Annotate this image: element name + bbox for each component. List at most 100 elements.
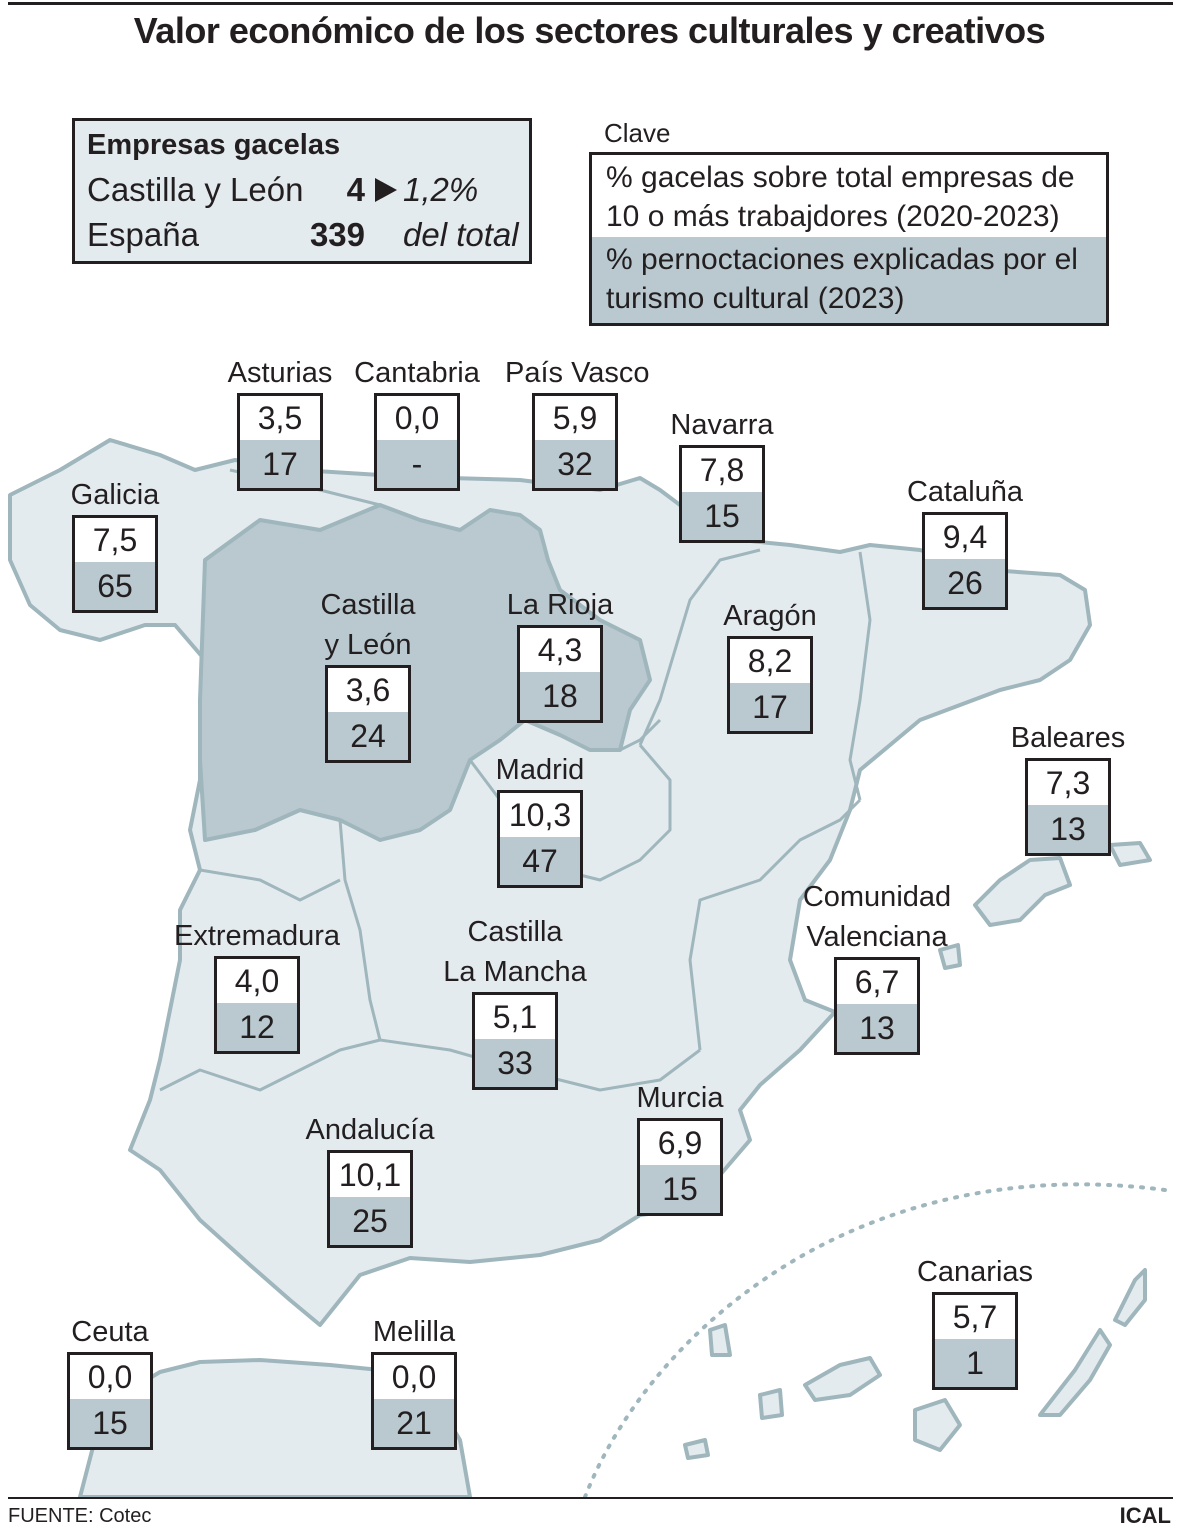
region-melilla: Melilla 0,0 21 <box>344 1312 484 1455</box>
region-value-box: 3,6 24 <box>325 665 411 763</box>
region-name-line-2: Valenciana <box>806 921 948 953</box>
region-value-box: 7,3 13 <box>1025 758 1111 856</box>
region-value-box: 4,0 12 <box>214 956 300 1054</box>
gacelas-value: 4,3 <box>520 628 600 672</box>
gacelas-value: 6,7 <box>837 960 917 1004</box>
key-turismo-line-1: % pernoctaciones explicadas por el <box>606 243 1078 276</box>
region-value-box: 5,7 1 <box>932 1292 1018 1390</box>
region-name: Madrid <box>495 754 585 786</box>
gacelas-value: 4,0 <box>217 959 297 1003</box>
gacelas-value: 0,0 <box>374 1355 454 1399</box>
el-hierro-island <box>683 1438 710 1460</box>
turismo-value: 13 <box>1028 805 1108 853</box>
region-madrid: Madrid 10,3 47 <box>470 750 610 893</box>
region-name-line-2: y León <box>324 629 412 661</box>
gacelas-value: 0,0 <box>70 1355 150 1399</box>
region-name: Baleares <box>1010 722 1126 754</box>
summary-label-espana: España <box>87 216 199 253</box>
region-castilla-la-mancha: Castilla La Mancha 5,1 33 <box>435 912 595 1095</box>
source-credit: FUENTE: Cotec <box>8 1505 152 1527</box>
lanzarote-island <box>1113 1268 1147 1327</box>
turismo-value: 12 <box>217 1003 297 1051</box>
turismo-value: 33 <box>475 1039 555 1087</box>
region-name-line-2: La Mancha <box>443 956 587 988</box>
region-value-box: 0,0 21 <box>371 1352 457 1450</box>
region-name: Cataluña <box>906 476 1024 508</box>
turismo-value: 25 <box>330 1197 410 1245</box>
region-pais-vasco: País Vasco 5,9 32 <box>505 353 650 496</box>
key-gacelas-line-2: 10 o más trabajdores (2020-2023) <box>606 200 1060 233</box>
gacelas-value: 7,8 <box>682 448 762 492</box>
region-ceuta: Ceuta 0,0 15 <box>40 1312 180 1455</box>
region-name: La Rioja <box>506 589 614 621</box>
gacelas-value: 3,6 <box>328 668 408 712</box>
region-name: Melilla <box>372 1316 456 1348</box>
fuerteventura-island <box>1038 1328 1112 1417</box>
region-name-line-1: Castilla <box>467 916 563 948</box>
region-extremadura: Extremadura 4,0 12 <box>157 916 357 1059</box>
turismo-value: 17 <box>240 440 320 488</box>
summary-value-espana: 339 <box>309 216 365 253</box>
region-name: Aragón <box>723 600 817 632</box>
region-value-box: 8,2 17 <box>727 636 813 734</box>
turismo-value: 1 <box>935 1339 1015 1387</box>
region-value-box: 7,8 15 <box>679 445 765 543</box>
region-value-box: 10,3 47 <box>497 790 583 888</box>
key-gacelas-line-1: % gacelas sobre total empresas de <box>606 161 1075 194</box>
region-cataluna: Cataluña 9,4 26 <box>895 472 1035 615</box>
region-aragon: Aragón 8,2 17 <box>700 596 840 739</box>
turismo-value: 18 <box>520 672 600 720</box>
gacelas-value: 5,1 <box>475 995 555 1039</box>
turismo-value: 26 <box>925 559 1005 607</box>
key-label: Clave <box>604 118 671 148</box>
region-galicia: Galicia 7,5 65 <box>45 475 185 618</box>
la-palma-island <box>708 1323 732 1357</box>
turismo-value: 15 <box>682 492 762 540</box>
tenerife-island <box>803 1356 882 1402</box>
summary-heading: Empresas gacelas <box>87 129 341 161</box>
region-name: Ceuta <box>71 1316 149 1348</box>
region-value-box: 4,3 18 <box>517 625 603 723</box>
turismo-value: 21 <box>374 1399 454 1447</box>
gacelas-value: 7,3 <box>1028 761 1108 805</box>
region-name: Canarias <box>916 1256 1034 1288</box>
region-value-box: 10,1 25 <box>327 1150 413 1248</box>
turismo-value: 15 <box>70 1399 150 1447</box>
key-gacelas-swatch: % gacelas sobre total empresas de 10 o m… <box>592 155 1106 237</box>
gacelas-value: 9,4 <box>925 515 1005 559</box>
turismo-value: 24 <box>328 712 408 760</box>
gran-canaria-island <box>913 1398 962 1452</box>
turismo-value: 47 <box>500 837 580 885</box>
bottom-rule <box>8 1497 1173 1499</box>
gacelas-value: 8,2 <box>730 639 810 683</box>
gacelas-value: 6,9 <box>640 1121 720 1165</box>
key-turismo-swatch: % pernoctaciones explicadas por el turis… <box>592 237 1106 323</box>
menorca-island <box>1108 841 1152 867</box>
region-value-box: 0,0- <box>374 393 460 491</box>
brand-logo: ICAL <box>1119 1503 1171 1528</box>
region-murcia: Murcia 6,9 15 <box>610 1078 750 1221</box>
region-name: País Vasco <box>505 357 650 389</box>
gacelas-value: 3,5 <box>240 396 320 440</box>
region-value-box: 6,7 13 <box>834 957 920 1055</box>
region-name-line-1: Comunidad <box>802 881 952 913</box>
turismo-value: 65 <box>75 562 155 610</box>
region-value-box: 7,5 65 <box>72 515 158 613</box>
region-comunidad-valenciana: Comunidad Valenciana 6,7 13 <box>802 877 952 1060</box>
summary-note: del total <box>403 216 519 253</box>
region-name: Galicia <box>70 479 160 511</box>
region-value-box: 6,9 15 <box>637 1118 723 1216</box>
summary-label-castilla-leon: Castilla y León <box>87 171 304 208</box>
turismo-value: 17 <box>730 683 810 731</box>
region-navarra: Navarra 7,8 15 <box>652 405 792 548</box>
legend-key: % gacelas sobre total empresas de 10 o m… <box>589 152 1109 326</box>
turismo-value: 32 <box>535 440 615 488</box>
region-name: Cantabria <box>354 357 480 389</box>
gacelas-value: 7,5 <box>75 518 155 562</box>
region-value-box: 5,9 32 <box>532 393 618 491</box>
turismo-value: 15 <box>640 1165 720 1213</box>
region-canarias: Canarias 5,7 1 <box>900 1252 1050 1395</box>
region-name: Murcia <box>636 1082 724 1114</box>
region-andalucia: Andalucía 10,1 25 <box>290 1110 450 1253</box>
gacelas-value: 0,0 <box>377 396 457 440</box>
